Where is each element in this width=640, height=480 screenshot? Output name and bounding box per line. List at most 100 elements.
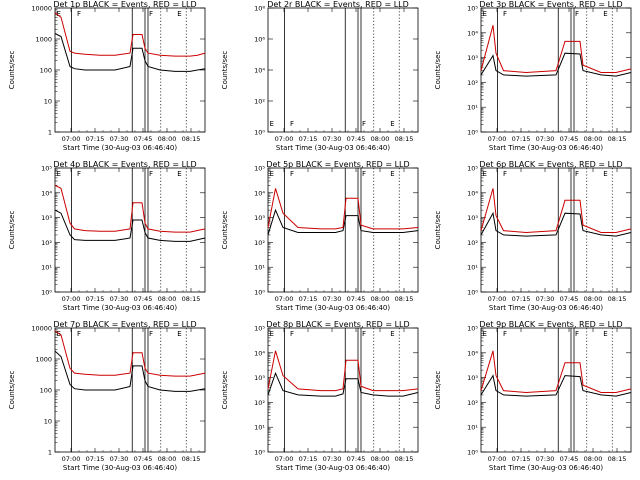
y-tick-label: 100 xyxy=(40,67,52,75)
panel-title: Det 9p BLACK = Events, RED = LLD xyxy=(479,320,622,329)
y-tick-label: 10⁰ xyxy=(254,449,265,457)
x-tick-label: 07:00 xyxy=(62,455,81,463)
x-tick-label: 07:30 xyxy=(323,455,342,463)
plot-frame xyxy=(54,7,206,133)
x-tick-label: 07:15 xyxy=(86,295,105,303)
x-tick-label: 08:15 xyxy=(608,135,627,143)
y-tick-label: 10¹ xyxy=(254,424,265,432)
marker-letter: E xyxy=(270,330,274,338)
marker-letter: F xyxy=(290,120,294,128)
marker-letter: E xyxy=(603,330,607,338)
x-tick-label: 08:00 xyxy=(158,455,177,463)
panel-det-9: Det 9p BLACK = Events, RED = LLD 10⁰ 10¹ 10… xyxy=(434,320,632,472)
marker-letter: F xyxy=(77,330,81,338)
y-tick-label: 10000 xyxy=(31,325,52,333)
events-series-line xyxy=(480,52,632,77)
marker-letter: F xyxy=(362,330,366,338)
y-tick-label: 10³ xyxy=(467,214,478,222)
panel-title: Det 4p BLACK = Events, RED = LLD xyxy=(53,160,196,169)
x-tick-label: 08:00 xyxy=(371,135,390,143)
panel-det-1: Det 1p BLACK = Events, RED = LLD 1 10 100 10… xyxy=(8,0,206,152)
y-tick-label: 10⁰ xyxy=(254,289,265,297)
y-tick-label: 10⁵ xyxy=(467,325,478,333)
y-tick-label: 10¹ xyxy=(467,264,478,272)
x-tick-label: 08:00 xyxy=(584,455,603,463)
marker-letter: F xyxy=(149,330,153,338)
y-tick-label: 10³ xyxy=(467,54,478,62)
x-tick-label: 07:15 xyxy=(512,135,531,143)
marker-letter: E xyxy=(57,10,61,18)
y-tick-label: 100 xyxy=(40,387,52,395)
y-tick-label: 10² xyxy=(254,239,265,247)
y-tick-label: 10² xyxy=(467,399,478,407)
marker-letter: F xyxy=(575,170,579,178)
x-axis-label: Start Time (30-Aug-03 06:46:40) xyxy=(276,464,390,472)
x-tick-label: 08:00 xyxy=(158,135,177,143)
panel-title: Det 6p BLACK = Events, RED = LLD xyxy=(479,160,622,169)
events-series-line xyxy=(267,371,419,397)
marker-letter: E xyxy=(483,10,487,18)
x-tick-label: 07:45 xyxy=(560,135,579,143)
y-tick-label: 10⁴ xyxy=(254,67,265,75)
y-tick-label: 10⁴ xyxy=(41,189,52,197)
marker-letter: F xyxy=(503,170,507,178)
y-tick-label: 10⁰ xyxy=(41,289,52,297)
y-tick-label: 10⁵ xyxy=(254,165,265,173)
x-axis-label: Start Time (30-Aug-03 06:46:40) xyxy=(489,304,603,312)
y-axis-label: Counts/sec xyxy=(221,371,229,410)
marker-letter: F xyxy=(77,170,81,178)
y-tick-label: 10¹ xyxy=(41,264,52,272)
x-tick-label: 08:00 xyxy=(584,295,603,303)
x-tick-label: 07:45 xyxy=(134,135,153,143)
x-tick-label: 08:00 xyxy=(371,455,390,463)
events-series-line xyxy=(480,374,632,397)
lld-series-line xyxy=(480,188,632,234)
plot-frame xyxy=(267,167,419,293)
y-tick-label: 10 xyxy=(44,98,52,106)
y-axis-label: Counts/sec xyxy=(434,51,442,90)
y-tick-label: 10⁵ xyxy=(41,165,52,173)
y-tick-label: 10 xyxy=(44,418,52,426)
x-tick-label: 07:00 xyxy=(275,135,294,143)
x-tick-label: 07:00 xyxy=(62,295,81,303)
panel-det-3: Det 3p BLACK = Events, RED = LLD 10⁰ 10¹ 10… xyxy=(434,0,632,152)
marker-letter: E xyxy=(57,170,61,178)
x-tick-label: 07:00 xyxy=(275,295,294,303)
marker-letter: F xyxy=(77,10,81,18)
marker-letter: E xyxy=(390,330,394,338)
y-axis-label: Counts/sec xyxy=(221,51,229,90)
panel-title: Det 2r BLACK = Events, RED = LLD xyxy=(267,0,409,9)
x-tick-label: 07:45 xyxy=(134,455,153,463)
y-tick-label: 10³ xyxy=(254,374,265,382)
y-tick-label: 1 xyxy=(48,449,52,457)
x-axis-label: Start Time (30-Aug-03 06:46:40) xyxy=(489,464,603,472)
y-tick-label: 10000 xyxy=(31,5,52,13)
y-tick-label: 10⁰ xyxy=(254,129,265,137)
y-axis-label: Counts/sec xyxy=(221,211,229,250)
x-tick-label: 07:15 xyxy=(86,455,105,463)
marker-letter: E xyxy=(177,10,181,18)
marker-letter: E xyxy=(390,120,394,128)
x-tick-label: 07:45 xyxy=(560,295,579,303)
x-tick-label: 07:30 xyxy=(536,295,555,303)
x-tick-label: 07:30 xyxy=(323,135,342,143)
marker-letter: E xyxy=(177,330,181,338)
lld-series-line xyxy=(54,184,206,233)
panel-det-8: Det 8p BLACK = Events, RED = LLD 10⁰ 10¹ 10… xyxy=(221,320,419,472)
panel-det-4: Det 4p BLACK = Events, RED = LLD 10⁰ 10¹ 10… xyxy=(8,160,206,312)
events-series-line xyxy=(267,208,419,236)
y-tick-label: 10² xyxy=(467,79,478,87)
x-tick-label: 07:45 xyxy=(347,135,366,143)
y-axis-label: Counts/sec xyxy=(434,371,442,410)
y-tick-label: 10¹ xyxy=(467,424,478,432)
x-tick-label: 08:00 xyxy=(158,295,177,303)
x-tick-label: 07:15 xyxy=(512,455,531,463)
marker-letter: E xyxy=(483,330,487,338)
y-axis-label: Counts/sec xyxy=(8,51,16,90)
y-tick-label: 10² xyxy=(41,239,52,247)
x-tick-label: 07:45 xyxy=(134,295,153,303)
x-tick-label: 07:15 xyxy=(299,135,318,143)
lld-series-line xyxy=(54,330,206,377)
y-tick-label: 10² xyxy=(254,399,265,407)
y-tick-label: 10⁵ xyxy=(467,165,478,173)
